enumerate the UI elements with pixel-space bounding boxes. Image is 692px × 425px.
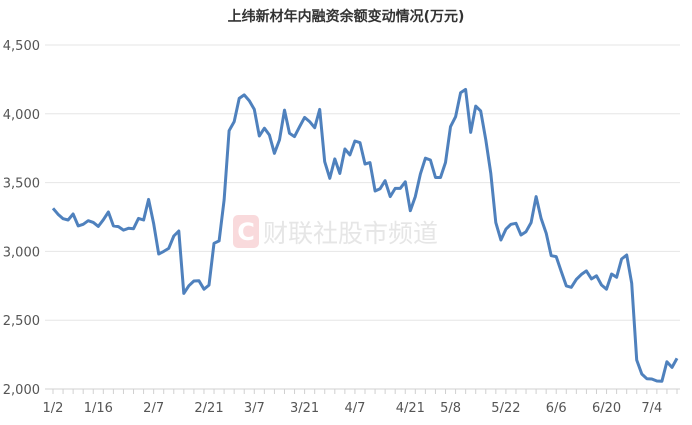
x-tick-label: 5/8 [440,401,461,416]
y-axis: 2,000 2,500 3,000 3,500 4,000 4,500 [3,39,40,398]
x-tick-label: 4/7 [344,401,365,416]
x-tick-label: 1/2 [43,401,64,416]
watermark-logo [233,215,259,248]
x-tick-label: 6/6 [546,401,567,416]
x-axis: 1/2 1/16 2/7 2/21 3/7 3/21 4/7 4/21 5/8 5/22 6/6 6/… [43,388,680,416]
x-tick-label: 5/22 [491,401,520,416]
x-tick-label: 7/4 [641,401,662,416]
series-line [51,87,679,383]
watermark-logo-letter: C [237,218,255,246]
x-tick-label: 6/20 [592,401,621,416]
x-tick-label: 2/7 [143,401,164,416]
x-tick-label: 2/21 [194,401,223,416]
y-tick-label: 2,500 [3,314,40,329]
watermark-text: 财联社股市频道 [263,219,438,248]
x-tick-label: 3/21 [290,401,319,416]
y-tick-label: 4,500 [3,39,40,54]
watermark: C 财联社股市频道 [233,215,438,248]
gridlines [45,44,680,321]
x-tick-label: 4/21 [396,401,425,416]
y-tick-label: 3,000 [3,245,40,260]
y-tick-label: 2,000 [3,383,40,398]
x-tick-label: 1/16 [84,401,113,416]
y-tick-label: 3,500 [3,177,40,192]
chart-title: 上纬新材年内融资余额变动情况(万元) [228,8,465,25]
y-tick-label: 4,000 [3,108,40,123]
x-tick-label: 3/7 [244,401,265,416]
